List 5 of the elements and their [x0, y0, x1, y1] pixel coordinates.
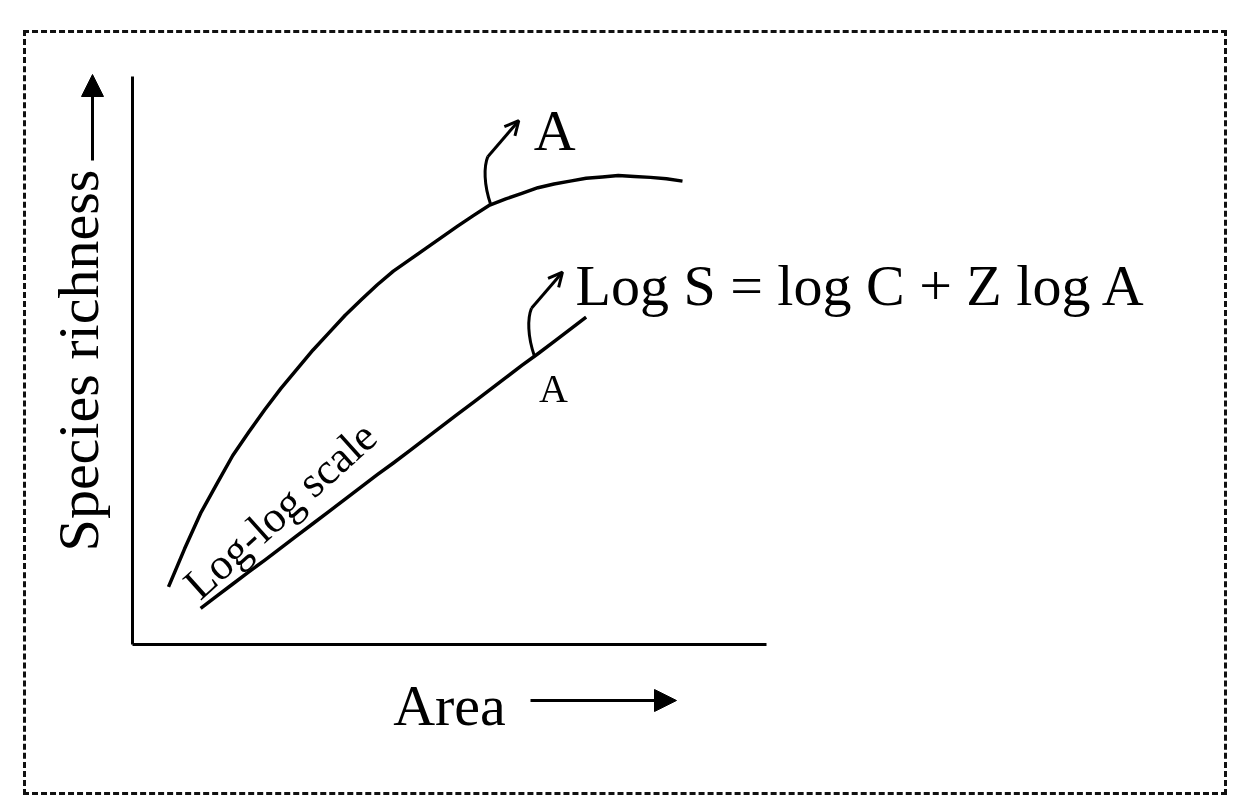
y-axis-title: Species richness: [45, 169, 111, 552]
text: A: [533, 98, 576, 164]
x-axis-title: Area: [393, 672, 506, 738]
annotation: Log S = log C + Z log A: [575, 252, 1144, 318]
annotation: A: [539, 365, 569, 411]
